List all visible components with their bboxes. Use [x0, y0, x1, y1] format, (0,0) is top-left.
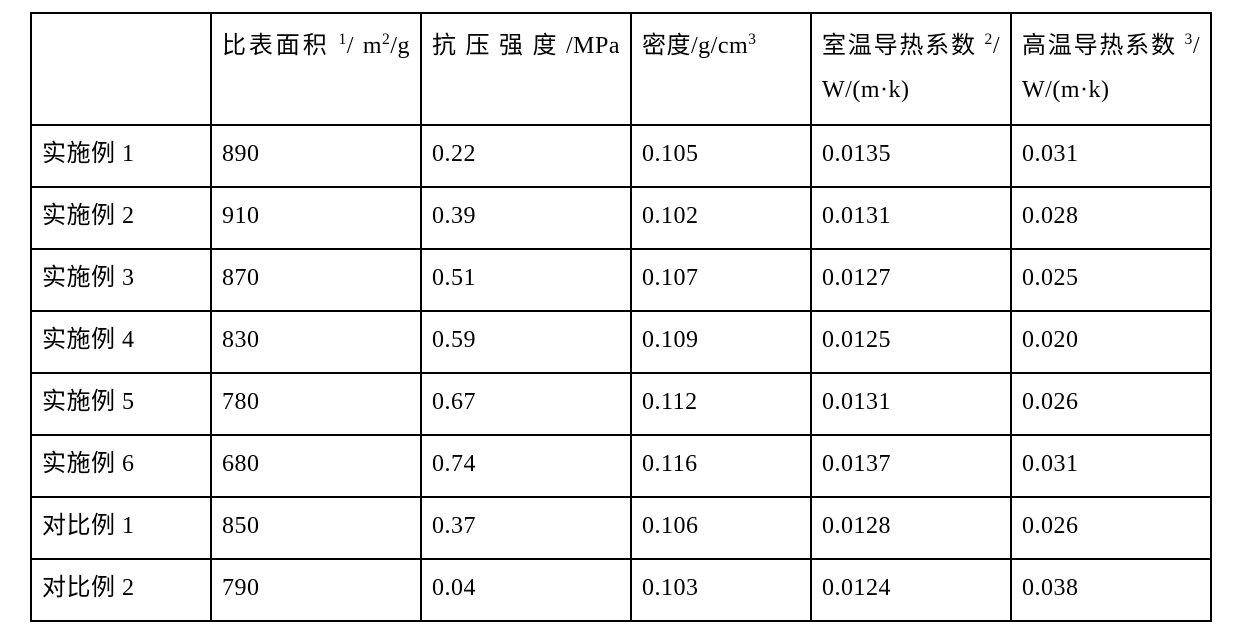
- cell-dens: 0.112: [631, 373, 811, 435]
- cell-cs: 0.22: [421, 125, 631, 187]
- cell-label: 对比例 1: [31, 497, 211, 559]
- cell-dens: 0.107: [631, 249, 811, 311]
- table-head: 比表面积 1/ m2/g 抗 压 强 度 /MPa 密度/g/cm3 室温导热系…: [31, 13, 1211, 125]
- cell-tc_ht: 0.026: [1011, 497, 1211, 559]
- header-cell-tc-rt: 室温导热系数 2/ W/(m·k): [811, 13, 1011, 125]
- header-row: 比表面积 1/ m2/g 抗 压 强 度 /MPa 密度/g/cm3 室温导热系…: [31, 13, 1211, 125]
- cell-label: 对比例 2: [31, 559, 211, 621]
- cell-ssa: 780: [211, 373, 421, 435]
- cell-tc_rt: 0.0131: [811, 187, 1011, 249]
- cell-dens: 0.109: [631, 311, 811, 373]
- cell-label: 实施例 2: [31, 187, 211, 249]
- header-cell-tc-ht: 高温导热系数 3/ W/(m·k): [1011, 13, 1211, 125]
- cell-label: 实施例 5: [31, 373, 211, 435]
- cell-tc_rt: 0.0128: [811, 497, 1011, 559]
- header-cell-cs: 抗 压 强 度 /MPa: [421, 13, 631, 125]
- cell-ssa: 850: [211, 497, 421, 559]
- cell-ssa: 790: [211, 559, 421, 621]
- cell-tc_rt: 0.0125: [811, 311, 1011, 373]
- table-row: 对比例 18500.370.1060.01280.026: [31, 497, 1211, 559]
- cell-cs: 0.37: [421, 497, 631, 559]
- cell-tc_ht: 0.020: [1011, 311, 1211, 373]
- table-body: 实施例 18900.220.1050.01350.031实施例 29100.39…: [31, 125, 1211, 621]
- cell-tc_ht: 0.031: [1011, 125, 1211, 187]
- cell-label: 实施例 1: [31, 125, 211, 187]
- cell-cs: 0.04: [421, 559, 631, 621]
- table-row: 实施例 38700.510.1070.01270.025: [31, 249, 1211, 311]
- cell-dens: 0.102: [631, 187, 811, 249]
- cell-ssa: 910: [211, 187, 421, 249]
- cell-tc_rt: 0.0135: [811, 125, 1011, 187]
- header-cell-ssa: 比表面积 1/ m2/g: [211, 13, 421, 125]
- properties-table: 比表面积 1/ m2/g 抗 压 强 度 /MPa 密度/g/cm3 室温导热系…: [30, 12, 1212, 622]
- table-row: 实施例 18900.220.1050.01350.031: [31, 125, 1211, 187]
- cell-dens: 0.106: [631, 497, 811, 559]
- cell-dens: 0.103: [631, 559, 811, 621]
- cell-cs: 0.67: [421, 373, 631, 435]
- cell-cs: 0.59: [421, 311, 631, 373]
- header-cell-label: [31, 13, 211, 125]
- cell-ssa: 830: [211, 311, 421, 373]
- cell-tc_ht: 0.038: [1011, 559, 1211, 621]
- table-row: 实施例 66800.740.1160.01370.031: [31, 435, 1211, 497]
- cell-tc_ht: 0.028: [1011, 187, 1211, 249]
- cell-cs: 0.39: [421, 187, 631, 249]
- table-row: 对比例 27900.040.1030.01240.038: [31, 559, 1211, 621]
- cell-tc_ht: 0.031: [1011, 435, 1211, 497]
- cell-tc_ht: 0.026: [1011, 373, 1211, 435]
- cell-cs: 0.74: [421, 435, 631, 497]
- cell-dens: 0.105: [631, 125, 811, 187]
- cell-cs: 0.51: [421, 249, 631, 311]
- table-row: 实施例 48300.590.1090.01250.020: [31, 311, 1211, 373]
- cell-dens: 0.116: [631, 435, 811, 497]
- cell-tc_rt: 0.0124: [811, 559, 1011, 621]
- table-row: 实施例 29100.390.1020.01310.028: [31, 187, 1211, 249]
- cell-tc_rt: 0.0137: [811, 435, 1011, 497]
- table-row: 实施例 57800.670.1120.01310.026: [31, 373, 1211, 435]
- cell-label: 实施例 4: [31, 311, 211, 373]
- cell-tc_rt: 0.0131: [811, 373, 1011, 435]
- cell-tc_ht: 0.025: [1011, 249, 1211, 311]
- cell-label: 实施例 6: [31, 435, 211, 497]
- cell-ssa: 890: [211, 125, 421, 187]
- cell-tc_rt: 0.0127: [811, 249, 1011, 311]
- cell-ssa: 680: [211, 435, 421, 497]
- header-cell-dens: 密度/g/cm3: [631, 13, 811, 125]
- cell-ssa: 870: [211, 249, 421, 311]
- cell-label: 实施例 3: [31, 249, 211, 311]
